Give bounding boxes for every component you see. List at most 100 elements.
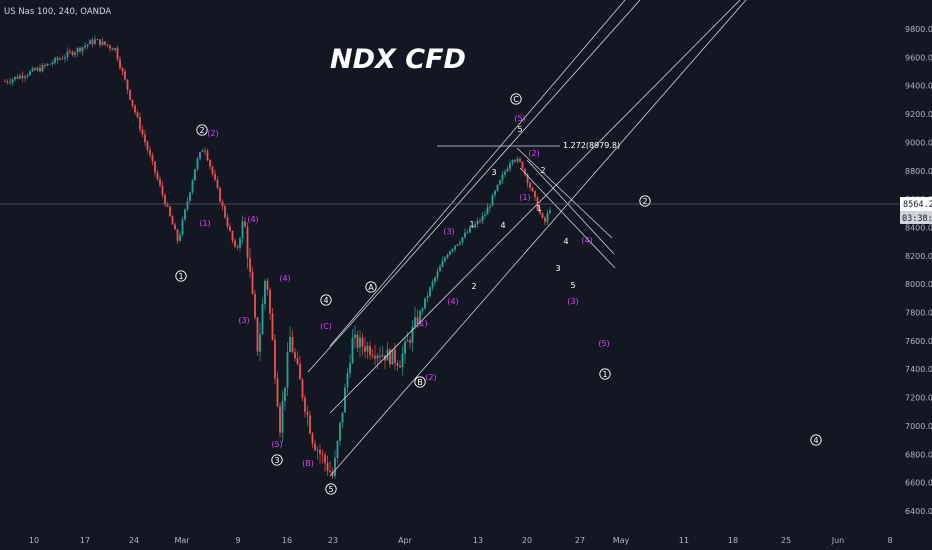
candle-body [71,51,74,55]
magenta-wave-label: (B) [302,459,314,468]
candle-body [231,230,234,241]
candle-body [416,317,419,325]
candle-body [201,150,204,152]
candle-body [411,326,414,343]
candle-body [84,45,86,48]
time-tick-label: 25 [781,536,791,545]
candle-body [116,48,119,60]
candle-body [279,406,281,433]
candle-body [129,89,131,100]
candle-body [256,317,259,352]
circled-wave-label: 4 [813,436,818,445]
candle-body [209,160,211,167]
time-tick-label: 24 [129,536,139,545]
magenta-wave-label: (2) [425,373,436,382]
candle-body [64,57,66,59]
candle-body [254,293,256,318]
candle-body [286,351,289,388]
candle-body [429,287,431,297]
time-tick-label: 8 [887,536,892,545]
white-wave-label: 2 [471,282,476,291]
candlestick-series [4,35,551,479]
candle-body [41,64,44,72]
price-tick-label: 9400.0 [905,82,932,91]
candle-body [421,308,424,311]
price-tick-label: 8800.0 [905,167,932,176]
white-wave-label: 4 [563,237,568,246]
candle-body [9,82,11,83]
candle-body [154,161,156,173]
candle-body [104,41,106,45]
magenta-wave-label: (3) [567,297,578,306]
descending-channel[interactable] [516,147,616,269]
candle-body [171,216,174,225]
candle-body [464,232,466,238]
candle-body [274,339,276,379]
candle-body [156,172,159,180]
price-tick-label: 9000.0 [905,138,932,147]
candle-body [149,150,151,156]
candle-body [74,52,76,55]
candle-body [529,183,531,188]
symbol-label[interactable]: US Nas 100, 240, OANDA [4,7,111,17]
time-tick-label: 23 [328,536,338,545]
candle-body [379,355,381,357]
white-wave-label: 5 [570,281,575,290]
magenta-wave-label: (C) [320,322,332,331]
candle-body [111,48,114,51]
magenta-wave-label: (4) [279,274,290,283]
circled-wave-label: B [417,378,423,387]
white-wave-label: 3 [491,168,496,177]
circled-wave-label: 1 [178,272,183,281]
candle-body [466,232,469,234]
time-axis[interactable] [0,530,932,550]
magenta-wave-label: (4) [581,236,592,245]
candle-body [326,462,329,471]
time-tick-label: 11 [679,536,689,545]
ascending-channel[interactable] [329,0,747,477]
candle-body [476,220,479,225]
candle-body [216,179,219,188]
candle-body [341,412,344,423]
channel-line-middle [329,0,741,414]
time-tick-label: 13 [473,536,483,545]
candle-body [179,234,181,241]
price-axis[interactable] [900,0,932,530]
time-tick-label: 20 [522,536,532,545]
candle-body [109,45,111,49]
candle-body [196,158,199,170]
magenta-wave-label: (4) [247,215,258,224]
price-tick-label: 7400.0 [905,365,932,374]
price-tick-label: 7000.0 [905,422,932,431]
circled-wave-marker [320,294,332,306]
candle-body [86,44,89,46]
magenta-wave-label: (5) [514,114,525,123]
candle-body [96,39,99,41]
candle-body [264,280,266,305]
candle-body [509,163,511,169]
candle-body [194,169,196,181]
candle-body [239,238,241,248]
candle-body [44,64,46,66]
candle-body [409,340,411,343]
candle-body [114,48,116,51]
ascending-channel-inner[interactable] [307,0,641,373]
candle-body [519,158,521,162]
candle-body [59,58,61,60]
last-price-value: 8564.2 [903,200,932,210]
candle-body [381,355,384,357]
candle-body [199,151,201,159]
candle-body [29,71,31,76]
candle-body [191,180,194,193]
candle-body [24,76,26,78]
circled-wave-label: 4 [323,296,328,305]
time-tick-label: May [613,536,630,545]
magenta-wave-label: (3) [443,227,454,236]
magenta-wave-label: (1) [416,319,427,328]
candle-body [349,363,351,374]
channel-line-lower-extended [329,0,747,477]
white-wave-label: 3 [555,264,560,273]
candle-body [434,277,436,282]
candle-body [439,266,441,272]
